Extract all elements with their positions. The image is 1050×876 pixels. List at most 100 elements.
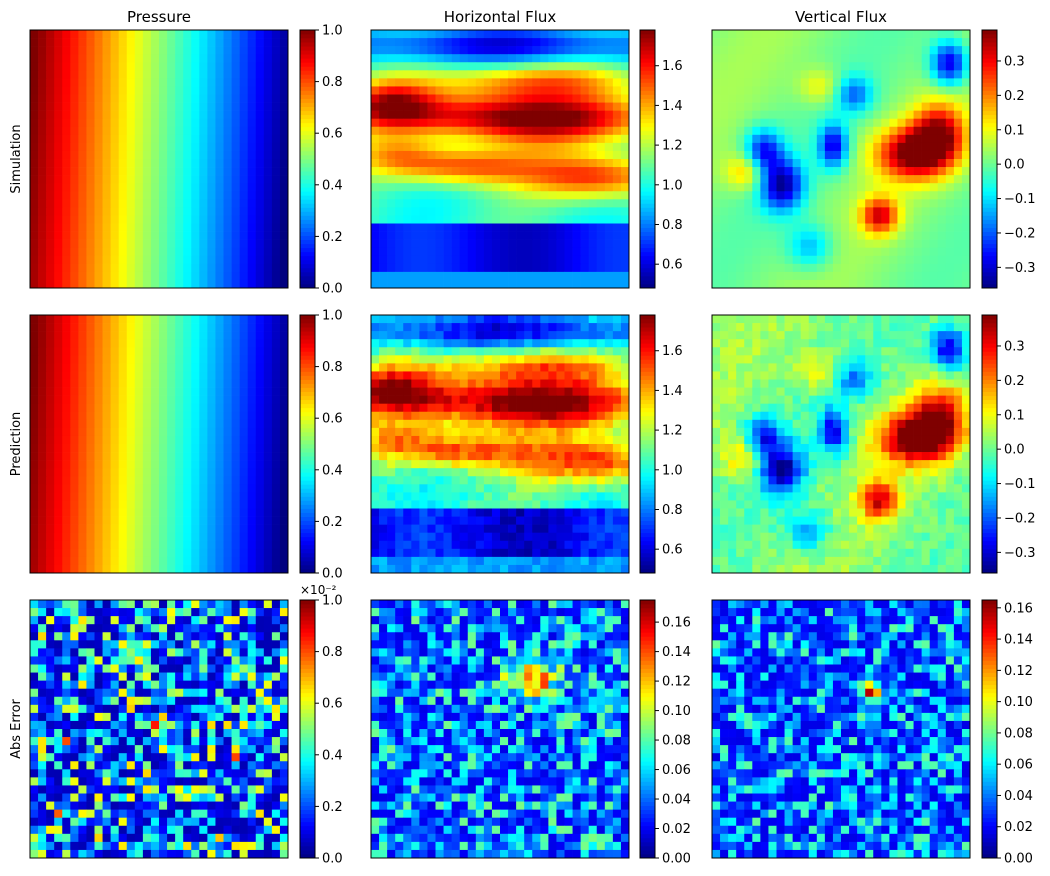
heatmap-cell (744, 70, 753, 79)
heatmap-cell (776, 207, 785, 216)
heatmap-cell (427, 126, 436, 136)
heatmap-cell (953, 86, 963, 95)
heatmap-cell (419, 331, 428, 340)
heatmap-cell (483, 62, 493, 71)
heatmap-cell (94, 548, 103, 558)
colorbar-segment (640, 38, 655, 43)
heatmap-cell (459, 411, 469, 421)
heatmap-cell (223, 403, 232, 413)
heatmap-cell (223, 207, 232, 216)
heatmap-cell (142, 540, 152, 550)
heatmap-cell (223, 355, 232, 364)
heatmap-cell (279, 271, 289, 281)
heatmap-cell (411, 199, 420, 208)
heatmap-cell (46, 191, 55, 200)
heatmap-cell (620, 110, 630, 120)
heatmap-cell (411, 183, 420, 192)
heatmap-cell (459, 223, 469, 232)
heatmap-cell (961, 215, 971, 224)
heatmap-cell (419, 46, 428, 55)
colorbar-segment (982, 90, 997, 95)
heatmap-cell (808, 183, 818, 192)
heatmap-cell (271, 540, 281, 550)
heatmap-cell (841, 167, 850, 176)
heatmap-cell (167, 452, 176, 461)
heatmap-cell (752, 94, 761, 103)
heatmap-cell (508, 452, 517, 461)
heatmap-cell (255, 476, 265, 485)
heatmap-cell (792, 167, 802, 176)
heatmap-cell (62, 134, 71, 144)
heatmap-cell (500, 46, 509, 55)
heatmap-cell (86, 492, 95, 501)
heatmap-cell (500, 223, 509, 232)
heatmap-cell (556, 142, 565, 152)
heatmap-cell (612, 379, 622, 388)
colorbar-segment (982, 199, 997, 204)
heatmap-cell (403, 363, 412, 372)
heatmap-cell (849, 223, 858, 232)
colorbar: 0.60.81.01.21.41.6 (639, 29, 683, 289)
heatmap-cell (483, 263, 493, 273)
heatmap-cell (945, 207, 955, 216)
heatmap-cell (475, 403, 485, 413)
heatmap-cell (556, 191, 565, 200)
heatmap-cell (873, 110, 882, 120)
heatmap-cell (459, 395, 469, 405)
heatmap-cell (38, 118, 47, 128)
heatmap-cell (279, 175, 289, 184)
heatmap-cell (588, 279, 598, 289)
heatmap-cell (142, 532, 152, 542)
heatmap-cell (159, 38, 168, 47)
heatmap-cell (548, 419, 557, 429)
colorbar-segment (300, 327, 315, 332)
heatmap-cell (223, 239, 232, 249)
heatmap-cell (945, 30, 955, 39)
colorbar-segment (300, 163, 315, 168)
heatmap-cell (118, 524, 128, 534)
heatmap-cell (395, 371, 404, 380)
heatmap-cell (532, 452, 541, 461)
heatmap-cell (191, 150, 200, 160)
heatmap-cell (70, 239, 79, 249)
heatmap-cell (921, 159, 931, 168)
heatmap-cell (183, 508, 192, 517)
heatmap-cell (897, 255, 906, 265)
heatmap-cell (175, 484, 184, 493)
row-label: Prediction (9, 412, 24, 477)
heatmap-cell (62, 347, 71, 356)
heatmap-cell (548, 30, 557, 39)
heatmap-cell (419, 110, 428, 120)
heatmap-cell (191, 126, 200, 136)
heatmap-cell (832, 255, 842, 265)
heatmap-cell (46, 500, 55, 509)
heatmap-cell (548, 62, 557, 71)
colorbar-segment (640, 171, 655, 176)
heatmap-cell (596, 435, 606, 445)
heatmap-cell (142, 395, 152, 405)
heatmap-cell (443, 419, 452, 429)
heatmap-cell (808, 167, 818, 176)
heatmap-cell (247, 86, 257, 95)
colorbar-tick-label: 0.3 (1004, 54, 1025, 69)
heatmap-cell (596, 315, 606, 324)
heatmap-cell (792, 239, 802, 249)
heatmap-cell (255, 427, 265, 437)
heatmap-cell (849, 215, 858, 224)
heatmap-cell (110, 215, 120, 224)
heatmap-cell (279, 395, 289, 405)
heatmap-cell (102, 419, 111, 429)
heatmap-cell (800, 62, 810, 71)
heatmap-cell (199, 134, 208, 144)
heatmap-cell (78, 371, 87, 380)
heatmap-cell (849, 183, 858, 192)
heatmap-cell (889, 70, 898, 79)
heatmap-cell (279, 492, 289, 501)
heatmap-cell (223, 102, 232, 111)
heatmap-cell (102, 199, 111, 208)
heatmap-cell (500, 175, 509, 184)
heatmap-cell (475, 444, 485, 453)
heatmap-cell (102, 247, 111, 257)
heatmap-cell (491, 231, 501, 240)
heatmap-cell (857, 231, 866, 240)
